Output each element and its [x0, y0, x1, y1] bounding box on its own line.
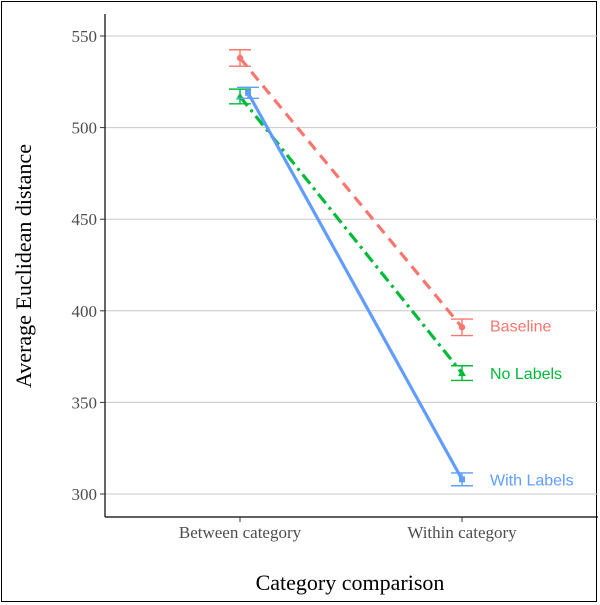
- axes: [104, 14, 598, 518]
- x-tick-label-0: Between category: [179, 523, 302, 542]
- series-label: No Labels: [490, 366, 562, 383]
- y-tick-label-450: 450: [72, 210, 98, 229]
- series-label: Baseline: [490, 318, 551, 335]
- y-tick-label-400: 400: [72, 302, 98, 321]
- y-tick-label-550: 550: [72, 27, 98, 46]
- series-label: With Labels: [490, 472, 574, 489]
- y-tick-label-300: 300: [72, 485, 98, 504]
- y-axis-ticks: 300 350 400 450 500 550: [72, 27, 105, 504]
- data-point: [458, 324, 466, 331]
- x-axis-ticks: Between category Within category: [179, 517, 517, 542]
- data-point: [459, 476, 465, 483]
- data-point: [245, 89, 251, 96]
- y-tick-label-350: 350: [72, 393, 98, 412]
- series-baseline: Baseline: [229, 49, 551, 337]
- series-line: [238, 56, 464, 329]
- series-line: [246, 92, 464, 481]
- data-point: [236, 54, 244, 62]
- x-axis-title: Category comparison: [256, 570, 445, 595]
- series-with-labels: With Labels: [237, 86, 574, 489]
- series-no-labels: No Labels: [229, 88, 562, 383]
- y-axis-title: Average Euclidean distance: [11, 144, 36, 388]
- y-tick-label-500: 500: [72, 119, 98, 138]
- x-tick-label-1: Within category: [407, 523, 517, 542]
- grid-lines: [105, 35, 598, 495]
- data-point: [458, 369, 466, 377]
- series-marks: Baseline No Labels With Labels: [229, 49, 574, 489]
